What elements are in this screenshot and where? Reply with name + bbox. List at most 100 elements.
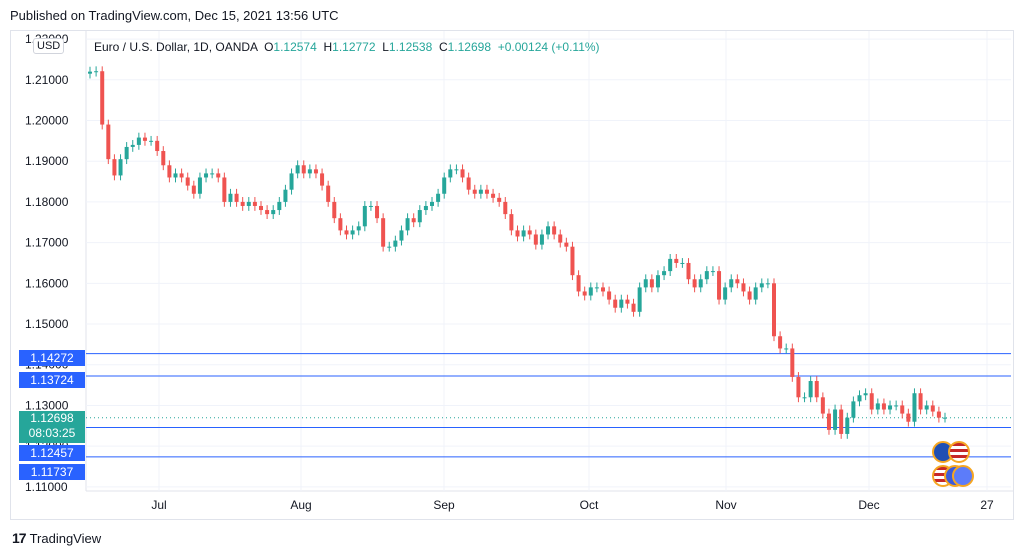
candle-body — [723, 287, 728, 300]
candle-body — [802, 397, 807, 399]
candle-body — [179, 173, 184, 178]
candle-body — [112, 159, 117, 176]
candle-body — [484, 189, 489, 194]
candle-body — [399, 230, 404, 241]
candle-body — [936, 411, 941, 418]
candle-body — [356, 226, 361, 231]
candle-body — [350, 230, 355, 235]
level-tag-1: 1.14272 — [19, 350, 85, 366]
candle-body — [466, 177, 471, 190]
candle-body — [478, 189, 483, 194]
candle-body — [210, 173, 215, 175]
candle-body — [881, 403, 886, 410]
candle-body — [216, 173, 221, 178]
candle-body — [875, 403, 880, 410]
candle-body — [368, 205, 373, 207]
y-tick-label: 1.15000 — [25, 317, 69, 331]
candle-body — [674, 258, 679, 263]
candle-body — [387, 246, 392, 248]
candle-body — [796, 376, 801, 398]
candle-body — [759, 283, 764, 288]
candle-body — [857, 395, 862, 402]
candle-body — [839, 409, 844, 434]
candle-body — [539, 234, 544, 245]
candle-body — [167, 165, 172, 178]
candle-body — [704, 271, 709, 280]
candle-body — [381, 218, 386, 247]
candle-body — [301, 165, 306, 174]
candle-body — [259, 205, 263, 211]
current-price-value: 1.12698 — [30, 411, 74, 425]
candle-body — [130, 144, 135, 147]
candle-body — [784, 348, 789, 350]
candle-body — [411, 218, 416, 223]
candle-body — [930, 405, 935, 412]
candle-body — [668, 258, 673, 272]
candle-body — [491, 193, 496, 198]
legend-high-value: 1.12772 — [332, 40, 376, 54]
candle-body — [888, 405, 893, 410]
candle-body — [869, 393, 874, 410]
legend-change: +0.00124 (+0.11%) — [497, 40, 600, 54]
y-tick-label: 1.20000 — [25, 113, 69, 127]
x-tick-label: 27 — [980, 498, 994, 512]
level-tag-2: 1.13724 — [19, 372, 85, 388]
candle-body — [155, 140, 160, 152]
candle-body — [527, 230, 532, 235]
x-tick-label: Nov — [715, 498, 736, 512]
candle-body — [906, 413, 911, 422]
event-marker-icon[interactable] — [952, 465, 974, 487]
currency-button[interactable]: USD — [33, 38, 65, 54]
candle-body — [289, 173, 294, 190]
candle-body — [521, 230, 526, 237]
x-tick-label: Aug — [290, 498, 311, 512]
y-tick-label: 1.21000 — [25, 73, 69, 87]
legend-symbol: Euro / U.S. Dollar, 1D, OANDA — [94, 40, 258, 54]
candle-body — [790, 348, 795, 377]
x-tick-label: Oct — [580, 498, 599, 512]
candle-body — [655, 275, 660, 288]
candlestick-chart[interactable]: 1.220001.210001.200001.190001.180001.170… — [11, 31, 1013, 519]
legend-open-label: O — [264, 40, 274, 54]
candle-body — [436, 193, 441, 202]
candle-body — [729, 279, 734, 288]
candle-body — [332, 201, 337, 219]
candle-body — [100, 71, 105, 125]
candle-body — [772, 283, 776, 337]
candle-body — [826, 413, 831, 430]
candle-body — [576, 275, 581, 292]
candle-body — [307, 169, 312, 174]
candle-body — [191, 185, 196, 194]
x-tick-label: Jul — [151, 498, 166, 512]
candle-body — [338, 218, 343, 231]
candle-body — [594, 287, 599, 289]
published-caption: Published on TradingView.com, Dec 15, 20… — [10, 8, 339, 23]
candle-body — [326, 185, 331, 202]
candle-body — [710, 271, 715, 273]
candle-body — [271, 210, 276, 215]
candle-body — [894, 405, 899, 407]
candle-body — [753, 287, 758, 300]
chart-frame[interactable]: 1.220001.210001.200001.190001.180001.170… — [10, 30, 1014, 520]
candle-body — [515, 230, 520, 237]
candle-body — [747, 291, 752, 300]
candle-body — [442, 177, 447, 194]
us-flag-icon[interactable] — [948, 441, 970, 463]
candle-body — [607, 291, 612, 300]
candle-body — [735, 279, 740, 284]
candle-body — [362, 205, 367, 227]
candle-body — [601, 287, 605, 292]
candle-body — [570, 246, 575, 276]
candle-body — [613, 299, 618, 308]
candle-body — [149, 140, 154, 142]
candle-body — [637, 287, 642, 312]
candle-body — [124, 146, 129, 160]
candle-body — [94, 71, 99, 73]
y-tick-label: 1.11000 — [25, 480, 68, 494]
current-price-tag: 1.12698 08:03:25 — [19, 411, 85, 443]
candle-body — [778, 336, 783, 349]
candle-body — [625, 299, 630, 304]
legend-low-value: 1.12538 — [388, 40, 433, 54]
candle-body — [430, 201, 434, 206]
candle-body — [423, 205, 428, 211]
